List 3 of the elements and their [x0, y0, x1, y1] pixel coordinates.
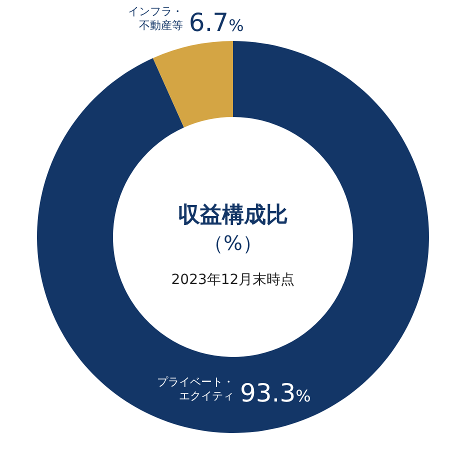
text: （%）	[203, 231, 263, 255]
text: 収益構成比	[178, 203, 288, 228]
text: 2023年12月末時点	[171, 272, 295, 288]
